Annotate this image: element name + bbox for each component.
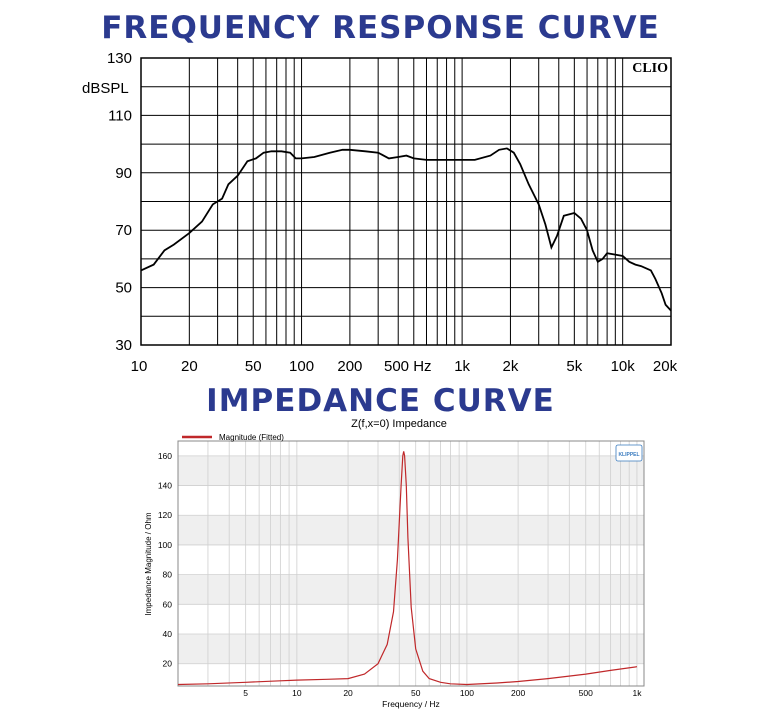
fr-x-tick-label: 100 (289, 358, 314, 375)
fr-grid (140, 57, 672, 346)
fr-y-tick-label: 90 (115, 165, 132, 182)
fr-x-tick-label: 10k (611, 358, 636, 375)
imp-x-tick-label: 5 (243, 688, 248, 698)
fr-x-tick-labels: 10 20 50 100 200 500 Hz 1k 2k 5k 10k 20k (131, 358, 678, 375)
fr-x-tick-label: 20k (653, 358, 678, 375)
impedance-title: IMPEDANCE CURVE (206, 383, 555, 419)
imp-x-tick-labels: 5 10 20 50 100 200 500 1k (243, 688, 642, 698)
imp-y-tick-label: 60 (163, 599, 173, 609)
fr-y-tick-label: 70 (115, 222, 132, 239)
imp-band (178, 455, 644, 486)
imp-y-tick-label: 20 (163, 659, 173, 669)
fr-x-tick-label: 1k (454, 358, 470, 375)
impedance-subtitle: Z(f,x=0) Impedance (351, 418, 447, 430)
imp-x-tick-label: 100 (460, 688, 474, 698)
fr-x-tick-label: 2k (503, 358, 519, 375)
imp-band (178, 515, 644, 545)
imp-x-axis-label: Frequency / Hz (382, 699, 440, 709)
clio-watermark: CLIO (632, 61, 668, 76)
fr-y-axis-label: dBSPL (82, 80, 129, 97)
imp-y-tick-label: 80 (163, 570, 173, 580)
frequency-response-title: FREQUENCY RESPONSE CURVE (101, 10, 660, 46)
imp-x-tick-label: 20 (343, 688, 353, 698)
imp-y-tick-label: 160 (158, 451, 172, 461)
legend-label: Magnitude (Fitted) (219, 433, 284, 442)
klippel-logo: KLIPPEL (615, 444, 643, 462)
fr-x-tick-label: 5k (566, 358, 582, 375)
fr-x-tick-label: 50 (245, 358, 262, 375)
imp-y-tick-label: 100 (158, 540, 172, 550)
imp-x-tick-label: 50 (411, 688, 421, 698)
fr-x-tick-label: 20 (181, 358, 198, 375)
fr-y-tick-label: 130 (107, 50, 132, 67)
imp-series-line (177, 451, 638, 686)
fr-y-tick-label: 30 (115, 337, 132, 354)
fr-y-tick-labels: 130 110 90 70 50 30 (107, 50, 132, 354)
imp-x-tick-label: 10 (292, 688, 302, 698)
fr-plot-frame (140, 57, 672, 346)
fr-y-tick-label: 50 (115, 280, 132, 297)
imp-y-axis-label: Impedance Magnitude / Ohm (144, 512, 153, 616)
fr-y-tick-label: 110 (108, 107, 132, 124)
imp-y-tick-label: 140 (158, 481, 172, 491)
imp-x-tick-label: 1k (632, 688, 642, 698)
imp-plot-frame (177, 440, 645, 687)
fr-x-tick-label: 200 (337, 358, 362, 375)
imp-y-tick-label: 40 (163, 629, 173, 639)
imp-y-tick-label: 120 (158, 510, 172, 520)
fr-series-line (140, 147, 672, 312)
svg-text:KLIPPEL: KLIPPEL (618, 452, 639, 458)
fr-x-tick-label: 500 Hz (384, 358, 432, 375)
imp-y-tick-labels: 20 40 60 80 100 120 140 160 (158, 451, 172, 669)
imp-x-tick-label: 500 (579, 688, 593, 698)
fr-x-tick-label: 10 (131, 358, 148, 375)
imp-x-tick-label: 200 (511, 688, 525, 698)
imp-bands (178, 455, 644, 664)
imp-band (178, 634, 644, 664)
